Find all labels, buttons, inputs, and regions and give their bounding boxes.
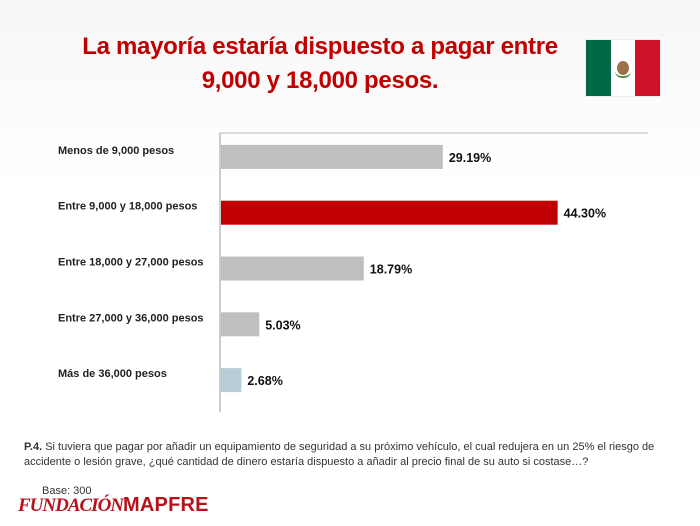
- value-label: 2.68%: [247, 374, 282, 388]
- logo-part-2: MAPFRE: [123, 494, 209, 516]
- bar: [221, 368, 242, 393]
- title-line-2: 9,000 y 18,000 pesos.: [201, 67, 439, 94]
- fundacion-mapfre-logo: FUNDACIÓNMAPFRE: [18, 494, 209, 517]
- chart-title: La mayoría estaría dispuesto a pagar ent…: [60, 30, 580, 98]
- bar: [221, 200, 558, 225]
- mexico-flag-icon: [586, 40, 661, 96]
- title-line-1: La mayoría estaría dispuesto a pagar ent…: [82, 33, 558, 60]
- coat-of-arms-icon: [615, 61, 631, 78]
- category-label: Entre 27,000 y 36,000 pesos: [58, 312, 204, 324]
- question-id: P.4.: [24, 441, 43, 453]
- value-label: 5.03%: [265, 318, 300, 332]
- sample-base: Base: 300: [42, 485, 92, 497]
- category-label: Menos de 9,000 pesos: [58, 145, 174, 157]
- logo-part-1: FUNDACIÓN: [18, 495, 124, 516]
- bar: [221, 256, 364, 281]
- bar: [221, 144, 443, 169]
- value-label: 29.19%: [449, 151, 491, 165]
- value-label: 18.79%: [370, 263, 412, 277]
- flag-stripe-green: [586, 40, 611, 96]
- survey-question: P.4. Si tuviera que pagar por añadir un …: [24, 440, 674, 470]
- category-label: Más de 36,000 pesos: [58, 368, 167, 380]
- bar: [221, 312, 260, 337]
- question-text: Si tuviera que pagar por añadir un equip…: [24, 441, 655, 468]
- value-label: 44.30%: [564, 207, 606, 221]
- category-label: Entre 9,000 y 18,000 pesos: [58, 201, 197, 213]
- flag-stripe-red: [635, 40, 661, 96]
- category-label: Entre 18,000 y 27,000 pesos: [58, 257, 204, 269]
